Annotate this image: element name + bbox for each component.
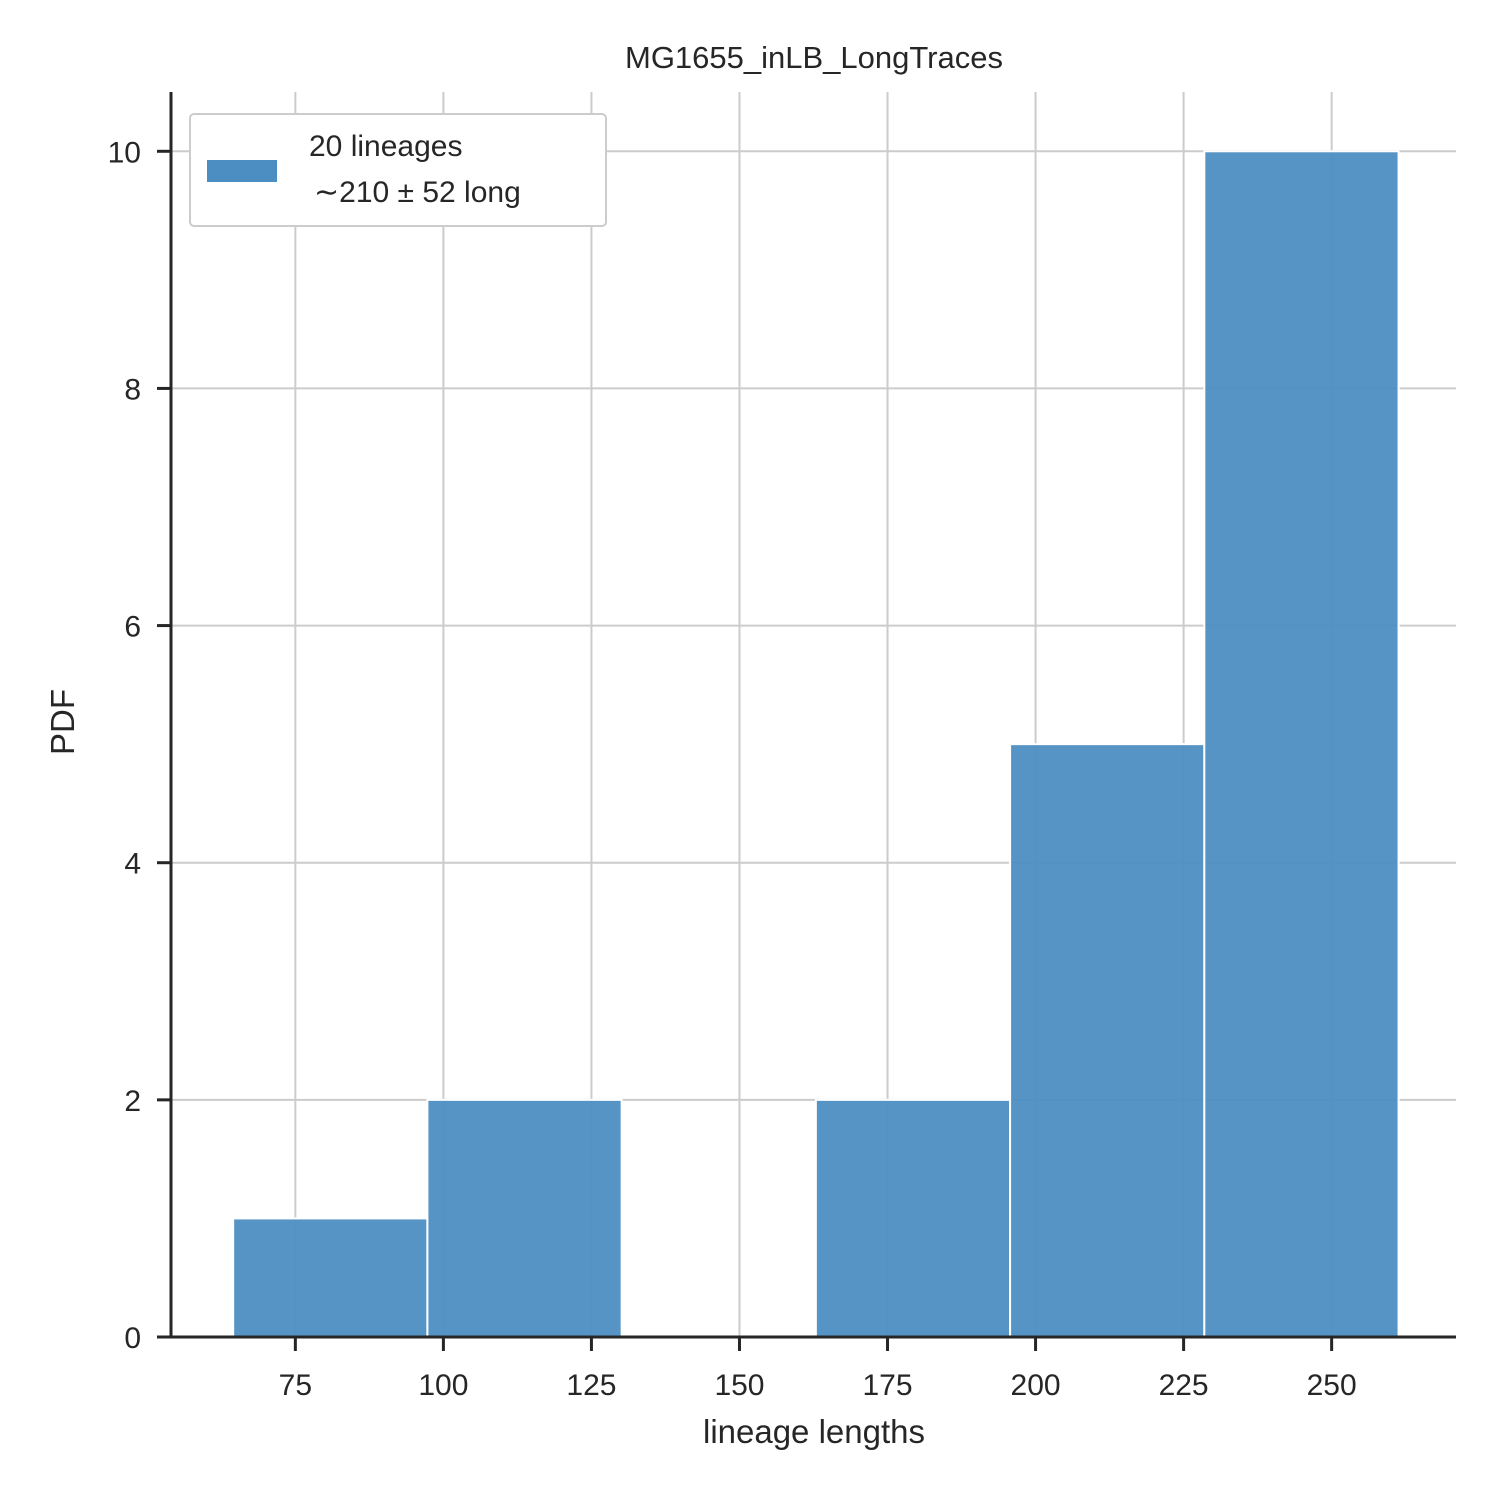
x-axis-label: lineage lengths (703, 1413, 925, 1450)
x-tick-label: 100 (418, 1369, 468, 1402)
legend: 20 lineages ∼210 ± 52 long (189, 113, 607, 227)
x-tick-label: 200 (1011, 1369, 1061, 1402)
x-tick-label: 175 (862, 1369, 912, 1402)
legend-label-line1: 20 lineages (309, 130, 462, 163)
y-tick-label: 10 (108, 136, 141, 169)
histogram-bars (232, 150, 1400, 1339)
histogram-bar (1009, 743, 1206, 1338)
axes (169, 92, 1456, 1339)
histogram-bar (1203, 150, 1400, 1338)
y-tick-label: 2 (124, 1085, 141, 1118)
y-axis-label: PDF (44, 689, 81, 755)
histogram-bar (426, 1098, 623, 1339)
legend-swatch (207, 160, 277, 182)
y-tick-label: 8 (124, 373, 141, 406)
histogram-bar (232, 1217, 429, 1339)
x-tick-label: 150 (714, 1369, 764, 1402)
y-tick-label: 0 (124, 1322, 141, 1355)
chart-title: MG1655_inLB_LongTraces (625, 40, 1003, 75)
y-tick-label: 6 (124, 611, 141, 644)
x-tick-label: 225 (1159, 1369, 1209, 1402)
x-tick-label: 75 (279, 1369, 312, 1402)
x-tick-label: 125 (566, 1369, 616, 1402)
legend-frame (189, 113, 607, 227)
axis-ticks: 75 100 125 150 175 200 225 250 0 2 4 6 8 10 (108, 136, 1357, 1402)
histogram-bar (814, 1098, 1012, 1339)
x-tick-label: 250 (1307, 1369, 1357, 1402)
y-tick-label: 4 (124, 848, 141, 881)
legend-label-line2: ∼210 ± 52 long (314, 176, 521, 209)
